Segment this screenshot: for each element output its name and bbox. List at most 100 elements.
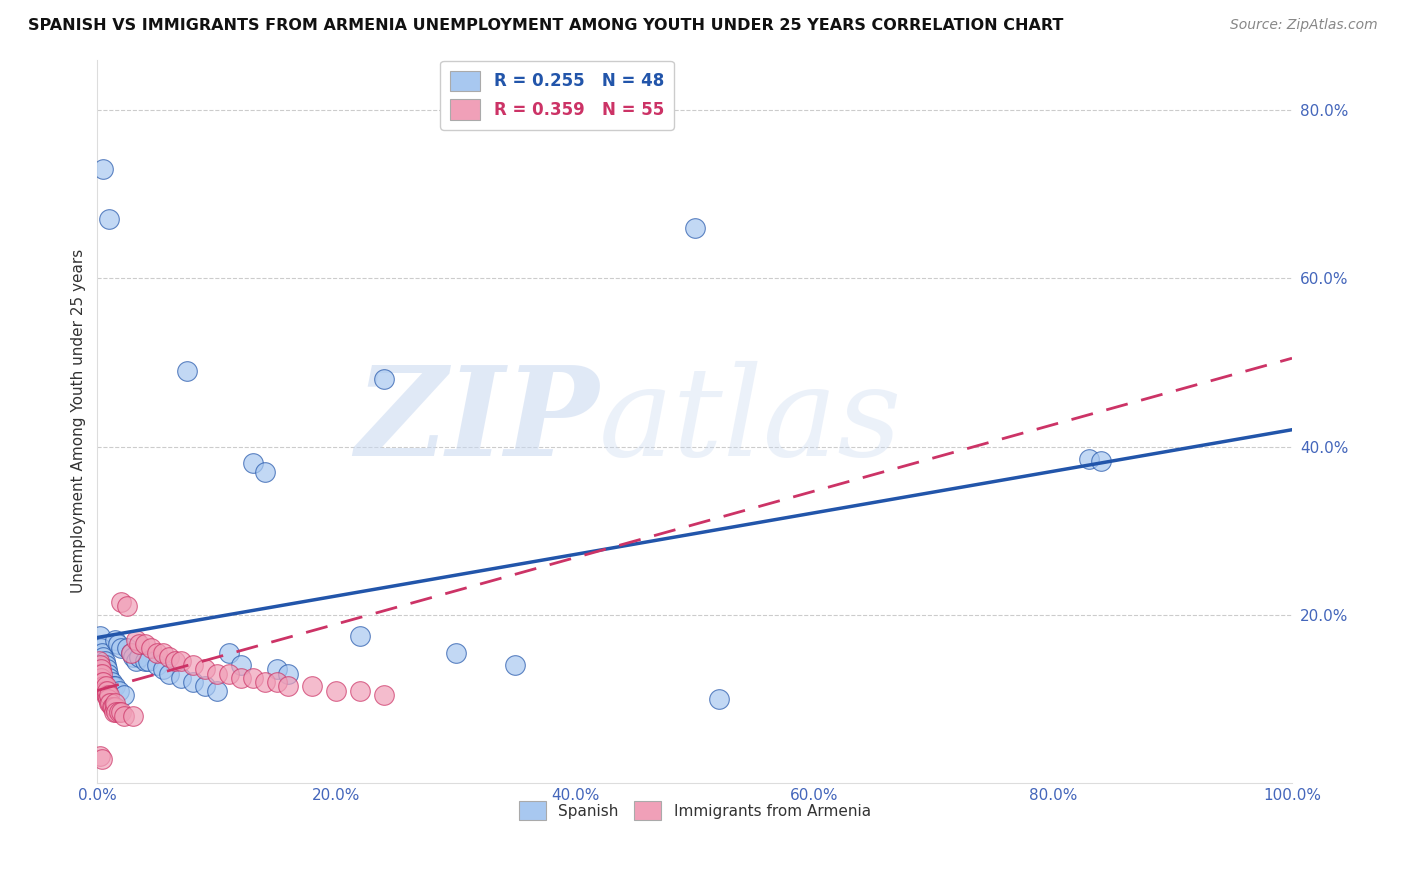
- Point: [96, 683, 118, 698]
- Point: [91, 675, 114, 690]
- Point: [115, 641, 138, 656]
- Point: [98, 688, 121, 702]
- Text: Source: ZipAtlas.com: Source: ZipAtlas.com: [1230, 18, 1378, 32]
- Point: [115, 599, 138, 614]
- Point: [444, 646, 467, 660]
- Point: [181, 658, 204, 673]
- Point: [122, 708, 145, 723]
- Point: [101, 679, 124, 693]
- Point: [101, 700, 124, 714]
- Point: [91, 649, 114, 664]
- Point: [91, 646, 114, 660]
- Point: [110, 641, 132, 656]
- Point: [194, 679, 217, 693]
- Point: [373, 372, 395, 386]
- Point: [90, 671, 112, 685]
- Point: [683, 220, 706, 235]
- Point: [108, 683, 131, 698]
- Point: [277, 679, 299, 693]
- Point: [89, 629, 111, 643]
- Point: [90, 663, 112, 677]
- Point: [91, 679, 114, 693]
- Point: [373, 688, 395, 702]
- Point: [152, 646, 174, 660]
- Text: atlas: atlas: [599, 360, 903, 482]
- Point: [91, 752, 114, 766]
- Point: [277, 666, 299, 681]
- Point: [124, 654, 146, 668]
- Point: [97, 692, 120, 706]
- Point: [152, 663, 174, 677]
- Point: [94, 688, 117, 702]
- Text: ZIP: ZIP: [356, 360, 599, 482]
- Point: [89, 749, 111, 764]
- Point: [89, 658, 111, 673]
- Point: [122, 649, 145, 664]
- Point: [218, 646, 240, 660]
- Point: [242, 456, 264, 470]
- Point: [97, 666, 120, 681]
- Point: [181, 675, 204, 690]
- Point: [98, 212, 121, 227]
- Point: [253, 465, 276, 479]
- Point: [100, 696, 122, 710]
- Point: [505, 658, 527, 673]
- Point: [157, 649, 180, 664]
- Point: [139, 641, 162, 656]
- Point: [98, 696, 121, 710]
- Point: [229, 658, 252, 673]
- Point: [103, 705, 125, 719]
- Point: [96, 663, 118, 677]
- Point: [266, 663, 288, 677]
- Point: [325, 683, 347, 698]
- Point: [229, 671, 252, 685]
- Point: [105, 705, 128, 719]
- Point: [134, 637, 156, 651]
- Point: [91, 675, 114, 690]
- Point: [90, 641, 112, 656]
- Point: [108, 705, 131, 719]
- Point: [89, 666, 111, 681]
- Point: [94, 658, 117, 673]
- Point: [176, 364, 198, 378]
- Point: [104, 700, 127, 714]
- Point: [205, 683, 228, 698]
- Point: [146, 646, 169, 660]
- Point: [1077, 452, 1099, 467]
- Point: [112, 708, 135, 723]
- Point: [100, 700, 122, 714]
- Point: [146, 658, 169, 673]
- Point: [194, 663, 217, 677]
- Point: [87, 654, 110, 668]
- Point: [218, 666, 240, 681]
- Point: [98, 671, 121, 685]
- Point: [349, 683, 371, 698]
- Point: [91, 161, 114, 176]
- Point: [128, 637, 150, 651]
- Point: [170, 654, 193, 668]
- Point: [205, 666, 228, 681]
- Point: [91, 666, 114, 681]
- Point: [242, 671, 264, 685]
- Point: [112, 688, 135, 702]
- Point: [170, 671, 193, 685]
- Point: [134, 654, 156, 668]
- Point: [157, 666, 180, 681]
- Legend: Spanish, Immigrants from Armenia: Spanish, Immigrants from Armenia: [512, 795, 877, 826]
- Point: [104, 633, 127, 648]
- Point: [93, 683, 115, 698]
- Point: [253, 675, 276, 690]
- Point: [349, 629, 371, 643]
- Point: [96, 688, 118, 702]
- Point: [100, 675, 122, 690]
- Point: [110, 705, 132, 719]
- Point: [124, 633, 146, 648]
- Point: [707, 692, 730, 706]
- Point: [120, 646, 142, 660]
- Point: [266, 675, 288, 690]
- Point: [110, 595, 132, 609]
- Point: [94, 679, 117, 693]
- Point: [107, 637, 129, 651]
- Point: [120, 646, 142, 660]
- Point: [93, 654, 115, 668]
